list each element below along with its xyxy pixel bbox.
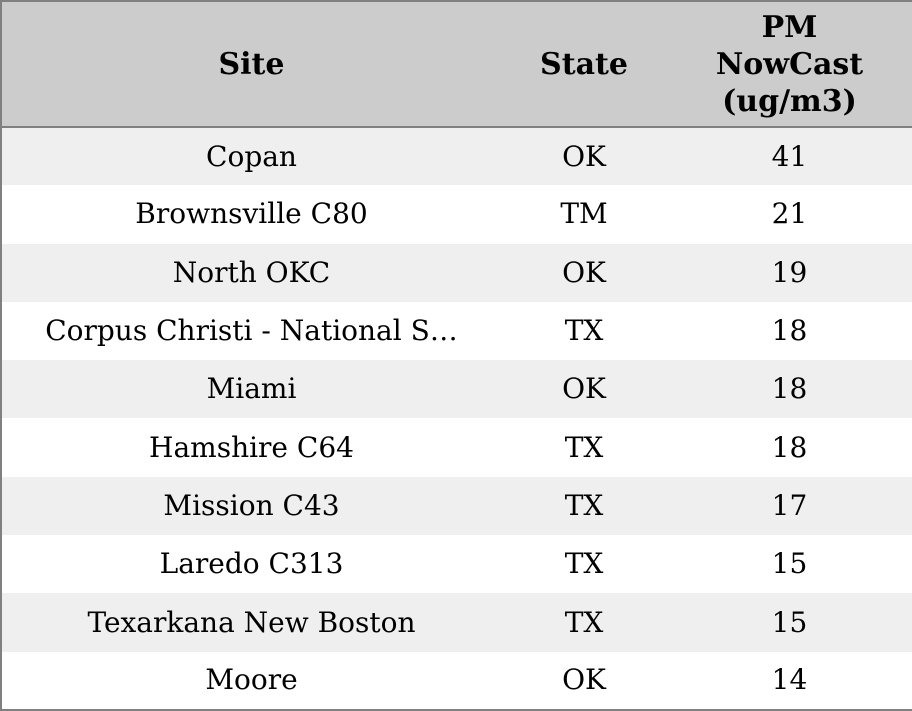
pm-nowcast-cell: 15 <box>771 605 808 639</box>
table-row: Miami OK 18 <box>1 360 912 419</box>
pm-nowcast-cell: 15 <box>771 547 808 581</box>
site-cell: Miami <box>206 372 297 406</box>
pm-nowcast-cell: 21 <box>771 197 808 231</box>
state-cell: OK <box>562 139 606 173</box>
pm-nowcast-cell: 17 <box>771 488 808 522</box>
table-row: Hamshire C64 TX 18 <box>1 418 912 477</box>
column-header-site: Site <box>1 1 501 128</box>
pm-nowcast-cell: 18 <box>771 372 808 406</box>
state-cell: TM <box>560 197 608 231</box>
state-cell: TX <box>564 430 604 464</box>
site-cell: Mission C43 <box>163 488 340 522</box>
site-cell: North OKC <box>172 255 331 289</box>
site-cell: Texarkana New Boston <box>87 605 416 639</box>
table-row: Copan OK 41 <box>1 127 912 186</box>
column-header-pm-nowcast: PM NowCast (ug/m3) <box>667 1 912 128</box>
table-row: Moore OK 14 <box>1 651 912 710</box>
column-header-state-label: State <box>540 46 628 82</box>
pm-nowcast-cell: 41 <box>771 139 808 173</box>
state-cell: TX <box>564 605 604 639</box>
site-cell: Copan <box>206 139 297 173</box>
state-cell: OK <box>562 255 606 289</box>
pm-nowcast-cell: 19 <box>771 255 808 289</box>
table-header: Site State PM NowCast (ug/m3) <box>1 1 912 128</box>
pm-nowcast-cell: 18 <box>771 430 808 464</box>
pm-nowcast-cell: 18 <box>771 314 808 348</box>
state-cell: OK <box>562 372 606 406</box>
site-cell: Brownsville C80 <box>135 197 368 231</box>
site-cell: Moore <box>205 663 298 697</box>
site-cell: Hamshire C64 <box>149 430 354 464</box>
table-row: Mission C43 TX 17 <box>1 476 912 536</box>
state-cell: TX <box>564 547 604 581</box>
state-cell: TX <box>564 314 604 348</box>
table-row: Laredo C313 TX 15 <box>1 535 912 594</box>
state-cell: OK <box>562 663 606 697</box>
column-header-state: State <box>501 1 667 128</box>
table-body: Copan OK 41 Brownsville C80 TM 21 North … <box>1 127 912 710</box>
column-header-site-label: Site <box>218 46 285 82</box>
table-row: Brownsville C80 TM 21 <box>1 185 912 244</box>
pm-nowcast-cell: 14 <box>771 663 808 697</box>
column-header-pm-nowcast-label: PM NowCast (ug/m3) <box>715 9 864 119</box>
header-row: Site State PM NowCast (ug/m3) <box>1 1 912 128</box>
table-row: North OKC OK 19 <box>1 243 912 302</box>
table-row: Texarkana New Boston TX 15 <box>1 593 912 652</box>
table-row: Corpus Christi - National S… TX 18 <box>1 301 912 361</box>
site-cell: Corpus Christi - National S… <box>45 314 458 348</box>
state-cell: TX <box>564 488 604 522</box>
site-cell: Laredo C313 <box>159 547 344 581</box>
